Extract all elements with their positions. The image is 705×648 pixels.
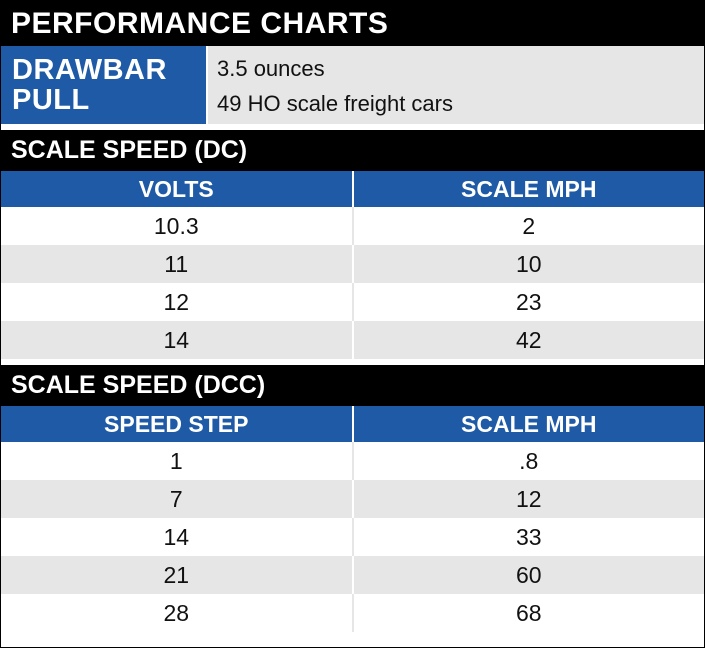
drawbar-label-line2: PULL — [12, 84, 90, 116]
dc-mph-cell: 10 — [351, 245, 705, 283]
table-row: 21 60 — [1, 556, 704, 594]
dc-volts-cell: 14 — [163, 326, 190, 353]
dcc-mph-cell: 12 — [351, 480, 705, 518]
dcc-mph-cell: 60 — [351, 556, 705, 594]
dcc-table: SPEED STEP SCALE MPH 1 .8 7 12 14 33 21 … — [1, 406, 704, 632]
dc-table: VOLTS SCALE MPH 10.3 2 11 10 12 23 14 42 — [1, 171, 704, 359]
dcc-header-scale-mph: SCALE MPH — [351, 406, 705, 442]
dcc-mph-cell: 33 — [351, 518, 705, 556]
drawbar-pull-values: 3.5 ounces 49 HO scale freight cars — [206, 46, 704, 124]
dcc-section-title: SCALE SPEED (DCC) — [1, 365, 704, 406]
dc-header-volts: VOLTS — [138, 175, 214, 202]
table-row: 7 12 — [1, 480, 704, 518]
table-row: 1 .8 — [1, 442, 704, 480]
drawbar-value-ounces: 3.5 ounces — [217, 56, 325, 81]
dcc-header-speed-step: SPEED STEP — [104, 410, 249, 437]
dc-mph-cell: 2 — [351, 207, 705, 245]
table-row: 14 33 — [1, 518, 704, 556]
table-row: 11 10 — [1, 245, 704, 283]
dcc-step-cell: 1 — [169, 447, 183, 474]
drawbar-pull-section: DRAWBAR PULL 3.5 ounces 49 HO scale frei… — [1, 46, 704, 124]
divider — [1, 124, 704, 130]
table-row: 10.3 2 — [1, 207, 704, 245]
dcc-mph-cell: .8 — [351, 442, 705, 480]
drawbar-label-line1: DRAWBAR — [12, 54, 167, 86]
dcc-step-cell: 21 — [163, 561, 190, 588]
dcc-step-cell: 14 — [163, 523, 190, 550]
dc-volts-cell: 10.3 — [153, 212, 199, 239]
dc-mph-cell: 23 — [351, 283, 705, 321]
drawbar-value-cars: 49 HO scale freight cars — [217, 91, 453, 116]
dc-header-scale-mph: SCALE MPH — [351, 171, 705, 207]
dc-volts-cell: 11 — [164, 250, 189, 277]
divider — [1, 359, 704, 365]
table-row: 12 23 — [1, 283, 704, 321]
dc-table-header: VOLTS SCALE MPH — [1, 171, 704, 207]
dc-volts-cell: 12 — [163, 288, 190, 315]
dc-mph-cell: 42 — [351, 321, 705, 359]
dc-section-title: SCALE SPEED (DC) — [1, 130, 704, 171]
dcc-table-header: SPEED STEP SCALE MPH — [1, 406, 704, 442]
dcc-step-cell: 7 — [169, 485, 183, 512]
dcc-mph-cell: 68 — [351, 594, 705, 632]
dcc-step-cell: 28 — [163, 599, 190, 626]
drawbar-pull-label: DRAWBAR PULL — [1, 46, 206, 124]
table-row: 14 42 — [1, 321, 704, 359]
table-row: 28 68 — [1, 594, 704, 632]
page-title: PERFORMANCE CHARTS — [1, 1, 704, 46]
